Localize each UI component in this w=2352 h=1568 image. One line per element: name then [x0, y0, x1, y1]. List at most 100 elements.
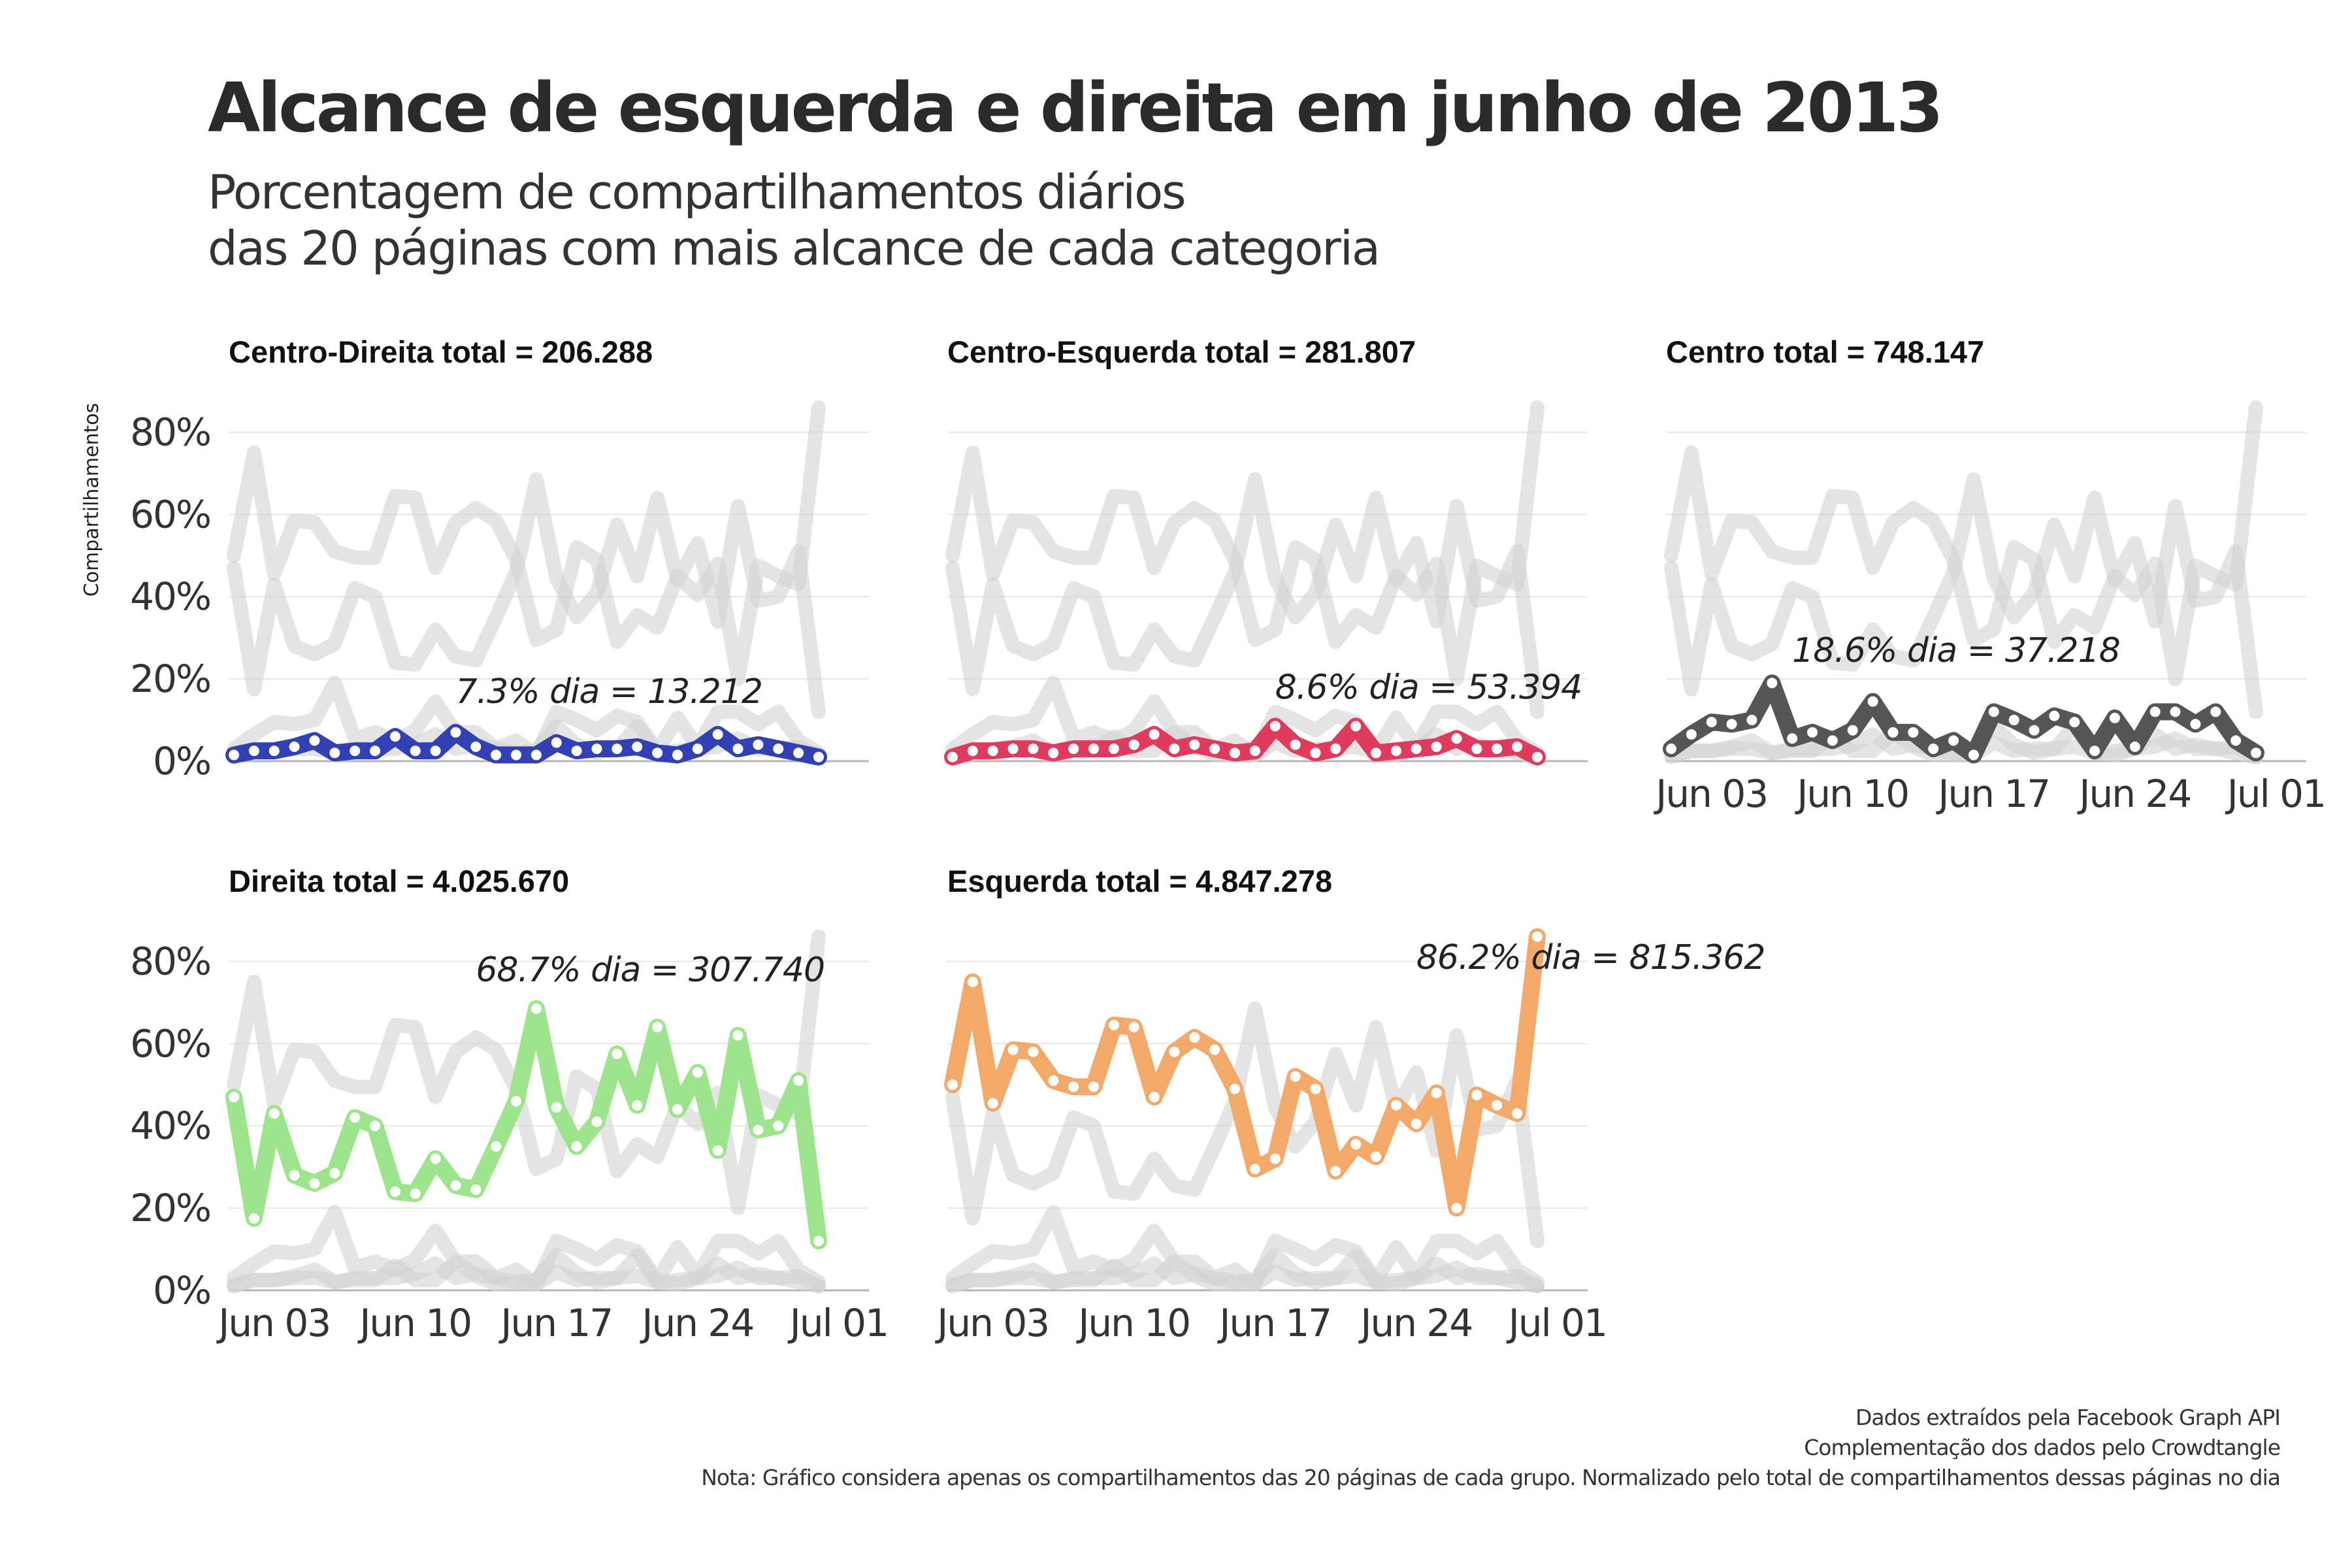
data-point — [1348, 718, 1364, 734]
data-point — [1946, 732, 1962, 749]
data-point — [1965, 747, 1982, 763]
data-point — [347, 743, 363, 759]
strip-title: Centro total = 748.147 — [1666, 335, 1984, 369]
data-point — [407, 743, 423, 759]
panel-centro: Centro total = 748.147 18.6% dia = 37.218… — [1654, 335, 2327, 816]
data-point — [945, 1077, 960, 1093]
data-point — [1348, 1136, 1364, 1152]
data-point — [689, 1064, 706, 1081]
data-point — [468, 1181, 484, 1198]
background-series-line — [945, 400, 1544, 687]
data-point — [689, 741, 706, 757]
data-point — [568, 1138, 585, 1154]
data-point — [2106, 710, 2123, 726]
data-point — [649, 745, 666, 761]
strip-title: Centro-Direita total = 206.288 — [229, 335, 653, 369]
data-point — [266, 743, 282, 759]
data-point — [1744, 712, 1760, 728]
data-point — [1824, 732, 1840, 749]
background-series-line — [227, 400, 826, 687]
source-caption: Dados extraídos pela Facebook Graph API — [1855, 1405, 2281, 1430]
strip-title: Esquerda total = 4.847.278 — [947, 864, 1332, 898]
data-point — [1126, 736, 1142, 753]
series-annotation: 86.2% dia = 815.362 — [1416, 938, 1765, 977]
data-point — [1489, 1097, 1505, 1113]
data-point — [649, 1019, 666, 1036]
data-point — [1307, 1081, 1324, 1097]
data-point — [1005, 1041, 1021, 1058]
x-tick-label: Jun 03 — [1654, 772, 1767, 816]
data-point — [1166, 741, 1183, 757]
x-tick-label: Jun 17 — [498, 1301, 612, 1345]
data-point — [1227, 745, 1243, 761]
strip-title: Direita total = 4.025.670 — [229, 864, 569, 898]
data-point — [448, 724, 464, 740]
data-point — [1066, 1079, 1082, 1095]
data-point — [1105, 1017, 1122, 1034]
data-point — [669, 747, 685, 763]
data-point — [528, 747, 544, 763]
data-point — [488, 1138, 504, 1154]
x-tick-label: Jun 03 — [935, 1301, 1049, 1345]
x-tick-label: Jul 01 — [2225, 772, 2325, 816]
data-point — [1307, 745, 1324, 761]
chart-subtitle-line-1: Porcentagem de compartilhamentos diários — [208, 165, 1186, 220]
data-point — [2187, 716, 2204, 732]
data-point — [1368, 745, 1384, 761]
series-annotation: 7.3% dia = 13.212 — [455, 672, 762, 711]
x-tick-label: Jul 01 — [788, 1301, 888, 1345]
data-point — [1086, 1079, 1102, 1095]
y-tick-label: 60% — [130, 1021, 210, 1066]
data-point — [589, 1113, 605, 1130]
data-point — [2167, 704, 2183, 720]
data-point — [750, 736, 766, 753]
x-tick-label: Jun 10 — [357, 1301, 471, 1345]
y-tick-label: 60% — [130, 492, 210, 536]
y-tick-label: 0% — [153, 1268, 210, 1313]
chart-subtitle-line-2: das 20 páginas com mais alcance de cada … — [208, 221, 1380, 276]
data-point — [427, 743, 444, 759]
data-point — [226, 1089, 242, 1105]
data-point — [1207, 741, 1223, 757]
note-caption: Nota: Gráfico considera apenas os compar… — [701, 1465, 2281, 1490]
data-point — [387, 728, 403, 745]
y-tick-label: 40% — [130, 1103, 210, 1148]
series-annotation: 8.6% dia = 53.394 — [1275, 668, 1582, 708]
data-point — [306, 1175, 323, 1192]
x-tick-label: Jun 17 — [1936, 772, 2050, 816]
data-point — [246, 743, 262, 759]
data-point — [1368, 1149, 1384, 1165]
data-point — [387, 1183, 403, 1200]
data-point — [1086, 741, 1102, 757]
data-point — [427, 1151, 444, 1167]
x-tick-label: Jun 24 — [640, 1301, 753, 1345]
data-point — [548, 1099, 564, 1115]
data-point — [488, 747, 504, 763]
data-point — [1509, 1105, 1526, 1122]
y-tick-label: 80% — [130, 410, 210, 454]
data-point — [2087, 743, 2103, 759]
x-tick-label: Jun 17 — [1217, 1301, 1331, 1345]
data-point — [1428, 1085, 1445, 1101]
data-point — [327, 745, 343, 761]
data-point — [1105, 741, 1122, 757]
data-point — [548, 734, 564, 751]
chart-title: Alcance de esquerda e direita em junho d… — [208, 68, 1944, 148]
panel-esquerda: Esquerda total = 4.847.278 86.2% dia = 81… — [935, 864, 1765, 1345]
data-point — [1025, 1043, 1041, 1060]
data-point — [791, 1073, 807, 1088]
y-tick-label: 0% — [153, 739, 210, 783]
y-axis-title: Compartilhamentos — [80, 403, 103, 597]
x-tick-label: Jun 24 — [2077, 772, 2191, 816]
data-point — [528, 1000, 544, 1017]
background-series-line — [945, 1205, 1544, 1292]
data-point — [1663, 741, 1679, 757]
data-point — [246, 1210, 262, 1226]
data-point — [1469, 741, 1485, 757]
data-point — [1186, 736, 1203, 753]
data-point — [1186, 1029, 1203, 1045]
data-point — [1146, 1089, 1162, 1105]
x-tick-label: Jun 10 — [1076, 1301, 1190, 1345]
data-point — [669, 1102, 685, 1118]
